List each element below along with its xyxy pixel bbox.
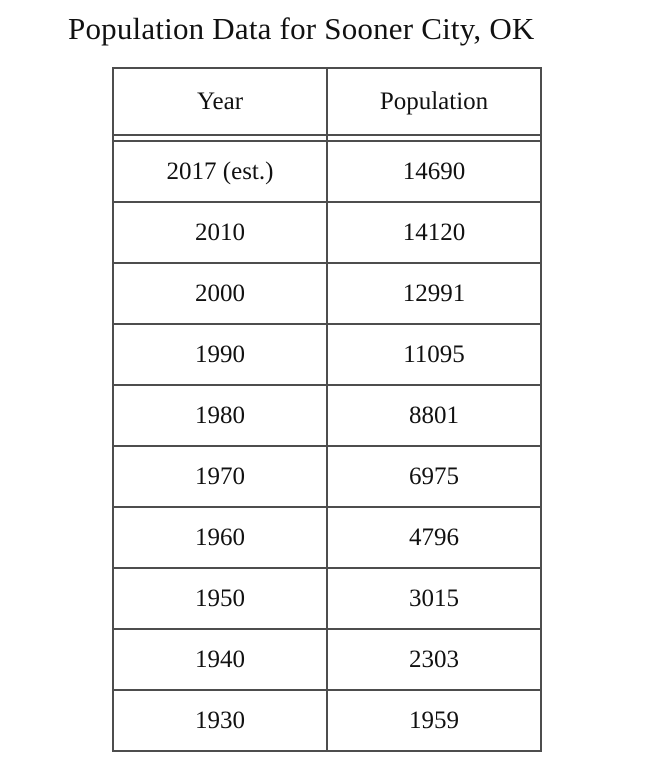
- population-table: Year Population 2017 (est.) 14690 2010 1412…: [112, 67, 542, 752]
- population-cell: 2303: [326, 628, 542, 691]
- year-cell: 1970: [112, 445, 328, 508]
- year-cell: 1980: [112, 384, 328, 447]
- year-cell: 1930: [112, 689, 328, 752]
- table-header: Year Population: [112, 67, 542, 142]
- table-row: 1930 1959: [112, 689, 542, 752]
- table-row: 1970 6975: [112, 445, 542, 508]
- year-cell: 2017 (est.): [112, 140, 328, 203]
- header-row: Year Population: [112, 67, 542, 136]
- table-row: 1980 8801: [112, 384, 542, 447]
- column-header-year: Year: [112, 67, 328, 136]
- double-rule-cell: [112, 134, 328, 142]
- population-cell: 3015: [326, 567, 542, 630]
- population-cell: 4796: [326, 506, 542, 569]
- population-cell: 1959: [326, 689, 542, 752]
- population-cell: 12991: [326, 262, 542, 325]
- page: Population Data for Sooner City, OK Year…: [68, 11, 542, 752]
- table-row: 1960 4796: [112, 506, 542, 569]
- population-cell: 8801: [326, 384, 542, 447]
- year-cell: 2000: [112, 262, 328, 325]
- table-row: 1940 2303: [112, 628, 542, 691]
- table-row: 1950 3015: [112, 567, 542, 630]
- population-cell: 11095: [326, 323, 542, 386]
- year-cell: 1950: [112, 567, 328, 630]
- year-cell: 1990: [112, 323, 328, 386]
- table-body: 2017 (est.) 14690 2010 14120 2000 12991 1990 11…: [112, 140, 542, 752]
- table-row: 1990 11095: [112, 323, 542, 386]
- table-row: 2017 (est.) 14690: [112, 140, 542, 203]
- year-cell: 1940: [112, 628, 328, 691]
- column-header-population: Population: [326, 67, 542, 136]
- population-cell: 14690: [326, 140, 542, 203]
- double-rule-cell: [326, 134, 542, 142]
- table-row: 2010 14120: [112, 201, 542, 264]
- year-cell: 2010: [112, 201, 328, 264]
- population-cell: 6975: [326, 445, 542, 508]
- table-row: 2000 12991: [112, 262, 542, 325]
- year-cell: 1960: [112, 506, 328, 569]
- header-double-rule: [112, 134, 542, 142]
- population-cell: 14120: [326, 201, 542, 264]
- page-title: Population Data for Sooner City, OK: [68, 11, 535, 46]
